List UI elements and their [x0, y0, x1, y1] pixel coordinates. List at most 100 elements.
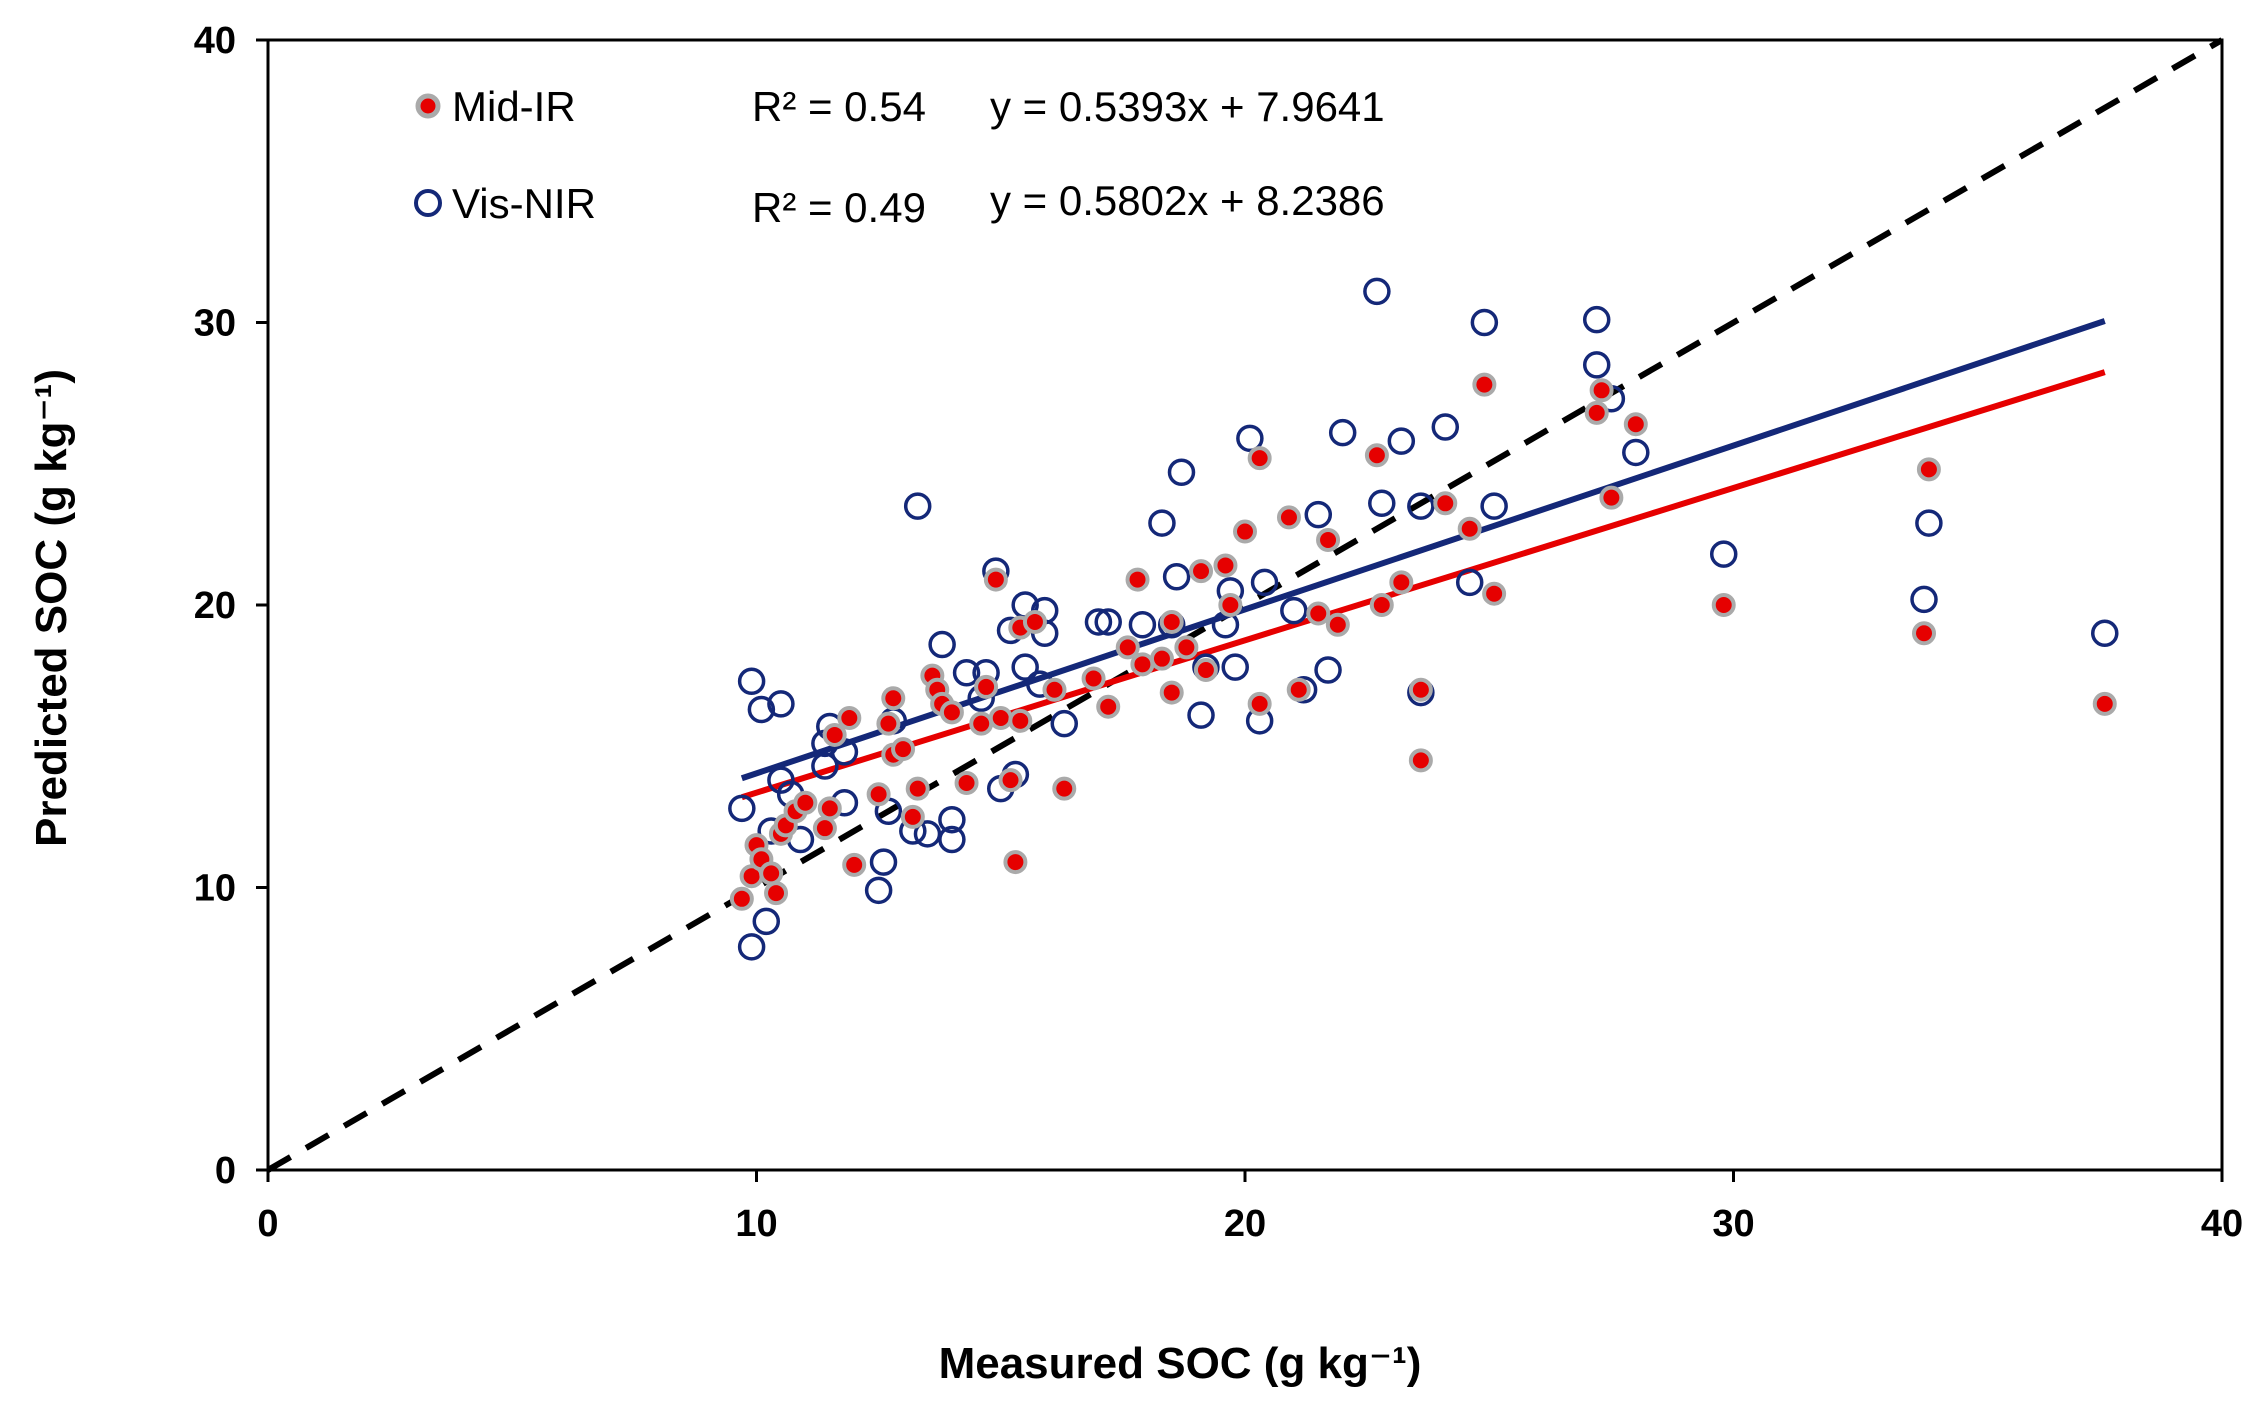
data-point-vis-nir — [1915, 509, 1943, 537]
data-point-mid-ir — [988, 706, 1013, 730]
data-point-mid-ir — [954, 770, 979, 795]
data-point-mid-ir — [1008, 708, 1033, 733]
data-point-mid-ir — [1213, 553, 1238, 578]
legend-label-mid-ir: Mid-IR — [452, 83, 576, 130]
y-axis-title: Predicted SOC (g kg⁻¹) — [27, 369, 76, 847]
legend-marker-vis-nir — [414, 189, 442, 217]
data-point-vis-nir — [1148, 509, 1176, 537]
data-point-mid-ir — [1306, 601, 1331, 626]
data-point-mid-ir — [1052, 776, 1077, 801]
fit-line-mid-ir — [740, 369, 2106, 801]
data-point-vis-nir — [752, 907, 781, 936]
data-point-vis-nir — [1084, 608, 1113, 636]
legend: Mid-IR R² = 0.54 y = 0.5393x + 7.9641 Vi… — [414, 83, 1385, 231]
data-point-mid-ir — [1364, 443, 1389, 468]
data-point-vis-nir — [1250, 568, 1279, 597]
data-point-vis-nir — [1094, 608, 1122, 636]
data-point-mid-ir — [1457, 516, 1482, 541]
data-point-mid-ir — [812, 816, 837, 841]
data-point-mid-ir — [1916, 457, 1941, 482]
data-point-vis-nir — [1470, 308, 1499, 337]
data-point-vis-nir — [747, 695, 776, 724]
data-point-mid-ir — [1003, 850, 1028, 875]
data-point-mid-ir — [2092, 691, 2117, 716]
data-point-mid-ir — [1711, 593, 1736, 617]
data-point-vis-nir — [1236, 424, 1264, 453]
data-point-vis-nir — [1582, 305, 1611, 334]
data-point-mid-ir — [817, 796, 842, 821]
data-point-vis-nir — [938, 805, 966, 834]
y-tick-label: 20 — [194, 585, 236, 627]
data-point-mid-ir — [1408, 748, 1433, 773]
data-point-mid-ir — [1433, 491, 1458, 516]
data-point-vis-nir — [767, 690, 795, 718]
data-point-mid-ir — [1325, 612, 1350, 637]
data-point-mid-ir — [1096, 694, 1121, 719]
data-point-mid-ir — [1130, 652, 1155, 677]
data-point-vis-nir — [1480, 492, 1508, 520]
y-tick-label: 10 — [194, 868, 236, 910]
data-point-mid-ir — [1369, 593, 1394, 617]
data-point-mid-ir — [759, 861, 784, 886]
data-point-vis-nir — [1407, 492, 1435, 520]
data-point-vis-nir — [928, 630, 956, 659]
x-tick-label: 20 — [1224, 1203, 1266, 1245]
x-tick-label: 10 — [735, 1203, 777, 1245]
data-point-vis-nir — [1368, 489, 1396, 518]
data-point-mid-ir — [900, 804, 925, 829]
data-point-vis-nir — [903, 492, 932, 520]
legend-label-vis-nir: Vis-NIR — [452, 180, 596, 227]
data-point-mid-ir — [998, 768, 1023, 793]
data-point-vis-nir — [1455, 568, 1484, 597]
data-point-mid-ir — [1042, 677, 1067, 702]
data-point-vis-nir — [1304, 500, 1333, 529]
data-point-mid-ir — [1276, 505, 1301, 530]
data-point-vis-nir — [2091, 619, 2119, 647]
data-point-mid-ir — [1193, 657, 1218, 682]
data-point-mid-ir — [837, 706, 862, 730]
data-point-mid-ir — [1316, 528, 1341, 553]
data-point-mid-ir — [905, 776, 930, 801]
data-point-vis-nir — [1709, 540, 1738, 568]
y-axis-ticks: 0 10 20 30 40 — [194, 20, 268, 1192]
x-tick-label: 40 — [2201, 1203, 2243, 1245]
data-point-vis-nir — [737, 667, 766, 696]
x-tick-label: 30 — [1712, 1203, 1754, 1245]
data-point-vis-nir — [1280, 596, 1308, 625]
data-point-mid-ir — [1149, 646, 1174, 671]
data-point-mid-ir — [1233, 519, 1257, 544]
data-point-mid-ir — [1482, 581, 1507, 606]
legend-r2-mid-ir: R² = 0.54 — [752, 83, 926, 130]
x-axis-title: Measured SOC (g kg⁻¹) — [939, 1339, 1422, 1388]
data-point-vis-nir — [728, 794, 756, 823]
data-point-mid-ir — [1912, 621, 1937, 646]
legend-equation-mid-ir: y = 0.5393x + 7.9641 — [990, 83, 1385, 130]
data-point-mid-ir — [1189, 559, 1214, 584]
y-tick-label: 40 — [194, 20, 236, 62]
data-point-vis-nir — [1431, 413, 1460, 441]
data-point-vis-nir — [1167, 458, 1196, 486]
data-point-mid-ir — [1247, 691, 1272, 716]
data-point-mid-ir — [1081, 666, 1106, 691]
legend-equation-vis-nir: y = 0.5802x + 8.2386 — [990, 177, 1385, 224]
data-point-vis-nir — [1363, 277, 1391, 306]
data-point-mid-ir — [969, 711, 994, 736]
one-to-one-line — [266, 37, 2224, 1173]
data-point-mid-ir — [1159, 609, 1184, 634]
data-point-mid-ir — [764, 881, 789, 906]
data-point-vis-nir — [1011, 653, 1039, 681]
data-point-mid-ir — [1589, 378, 1614, 403]
data-point-mid-ir — [983, 567, 1008, 592]
data-point-vis-nir — [1622, 438, 1650, 467]
data-point-mid-ir — [1472, 372, 1497, 397]
data-point-vis-nir — [1910, 585, 1938, 614]
data-point-mid-ir — [1599, 485, 1624, 510]
legend-r2-vis-nir: R² = 0.49 — [752, 184, 926, 231]
data-point-vis-nir — [869, 848, 898, 876]
data-point-mid-ir — [974, 674, 999, 699]
data-point-vis-nir — [1187, 701, 1215, 729]
data-point-mid-ir — [822, 722, 847, 747]
data-point-mid-ir — [793, 790, 818, 815]
data-point-mid-ir — [1408, 677, 1433, 702]
data-point-vis-nir — [1050, 709, 1079, 738]
